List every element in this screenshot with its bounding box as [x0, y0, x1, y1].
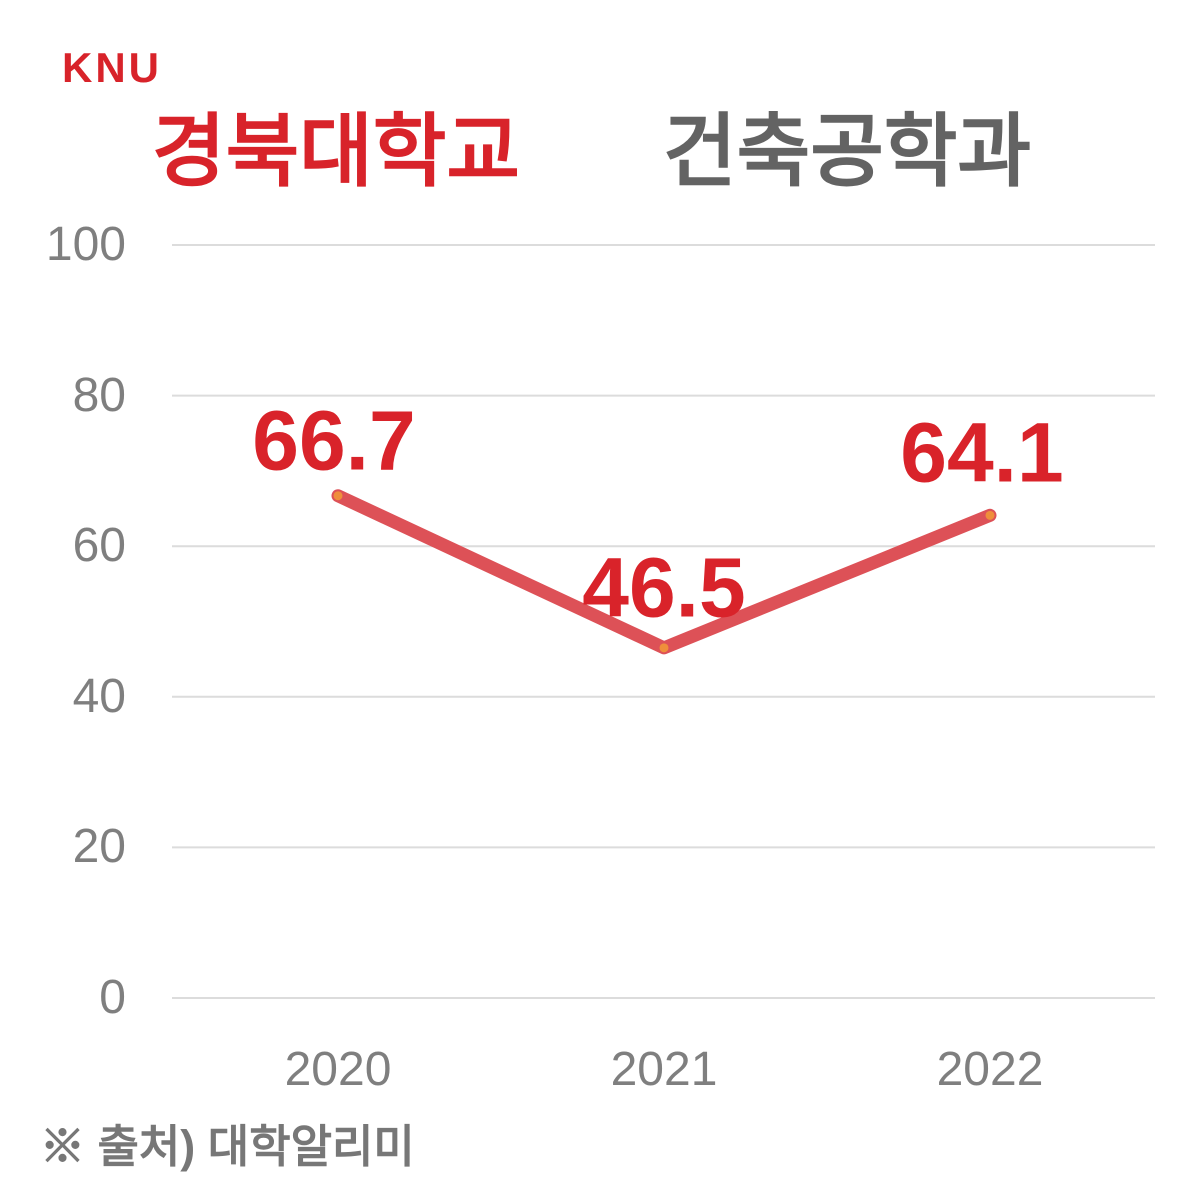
data-point-label: 64.1 [900, 405, 1064, 500]
data-point-label: 46.5 [582, 540, 746, 635]
x-tick-label: 2020 [284, 1043, 392, 1096]
y-tick-label: 100 [45, 218, 126, 271]
y-tick-label: 20 [72, 820, 126, 874]
data-point-marker [333, 491, 343, 501]
source-note: ※ 출처) 대학알리미 [40, 1121, 415, 1172]
knu-logo: KNU [62, 44, 162, 91]
y-tick-label: 40 [72, 669, 126, 723]
data-point-marker [985, 510, 995, 520]
y-tick-label: 60 [72, 519, 126, 573]
data-point-label: 66.7 [252, 393, 416, 488]
y-tick-label: 80 [72, 368, 126, 422]
title-department: 건축공학과 [663, 107, 1031, 196]
x-tick-label: 2021 [610, 1043, 718, 1096]
title-university: 경북대학교 [152, 107, 520, 196]
x-tick-label: 2022 [936, 1043, 1044, 1096]
y-tick-label: 0 [99, 971, 126, 1024]
data-point-marker [659, 643, 669, 653]
